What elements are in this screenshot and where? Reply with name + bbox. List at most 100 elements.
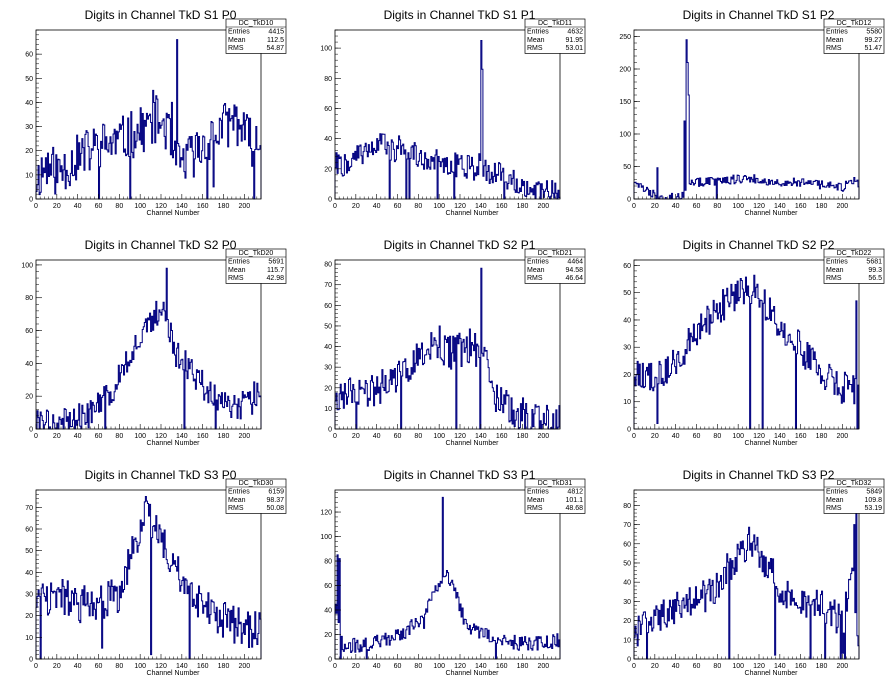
x-tick-label: 0: [333, 663, 337, 670]
y-tick-label: 100: [21, 262, 33, 269]
chart-title: Digits in Channel TkD S3 P0: [85, 468, 237, 482]
x-tick-label: 80: [115, 663, 123, 670]
stats-box-frame: [823, 478, 885, 514]
y-tick-label: 40: [25, 570, 33, 577]
x-tick-label: 200: [836, 663, 848, 670]
x-tick-label: 180: [218, 663, 230, 670]
stats-value: 5849: [866, 489, 882, 496]
x-tick-label: 40: [672, 433, 680, 440]
x-tick-label: 160: [496, 663, 508, 670]
y-tick-label: 0: [627, 427, 631, 434]
histogram-series: [633, 274, 860, 430]
x-tick-label: 0: [632, 433, 636, 440]
x-tick-label: 100: [134, 203, 146, 210]
stats-key: Mean: [826, 37, 844, 44]
y-tick-label: 60: [324, 303, 332, 310]
x-tick-label: 60: [394, 433, 402, 440]
x-tick-label: 180: [816, 203, 828, 210]
stats-box: DC_TkD20 Entries 5691 Mean 115.7 RMS 42.98: [225, 248, 287, 284]
y-tick-label: 50: [25, 548, 33, 555]
stats-key: Entries: [527, 489, 549, 496]
stats-key: Entries: [527, 29, 549, 36]
x-tick-label: 80: [414, 203, 422, 210]
y-tick-label: 70: [623, 522, 631, 529]
x-tick-label: 80: [713, 663, 721, 670]
stats-box-frame: [225, 248, 287, 284]
histogram-pad: Digits in Channel TkD S2 P0 0 20 40 60 80 100 1…: [0, 230, 298, 460]
x-tick-label: 100: [134, 433, 146, 440]
stats-value: 98.37: [266, 497, 284, 504]
y-tick-label: 20: [25, 148, 33, 155]
y-tick-label: 50: [25, 76, 33, 83]
y-tick-label: 60: [324, 583, 332, 590]
y-tick-label: 10: [324, 406, 332, 413]
x-tick-label: 140: [774, 433, 786, 440]
histogram-svg: Digits in Channel TkD S1 P1 0 20 40 60 80 100 1…: [320, 8, 586, 217]
x-tick-label: 200: [537, 433, 549, 440]
stats-name: DC_TkD30: [239, 480, 274, 487]
stats-value: 4632: [567, 29, 583, 36]
x-tick-label: 200: [836, 203, 848, 210]
histogram-series: [35, 39, 262, 200]
stats-value: 112.5: [267, 37, 284, 44]
stats-box: DC_TkD30 Entries 6159 Mean 98.37 RMS 50.08: [225, 478, 287, 514]
y-tick-label: 200: [619, 67, 631, 74]
stats-value: 54.87: [266, 45, 284, 52]
x-tick-label: 20: [651, 663, 659, 670]
y-tick-label: 30: [324, 365, 332, 372]
y-tick-label: 50: [324, 323, 332, 330]
x-tick-label: 160: [496, 203, 508, 210]
histogram-series: [334, 267, 561, 430]
x-tick-label: 140: [774, 203, 786, 210]
y-tick-label: 30: [25, 592, 33, 599]
x-tick-label: 120: [454, 433, 466, 440]
stats-value: 51.47: [864, 45, 882, 52]
x-axis-label: Channel Number: [446, 440, 500, 447]
x-tick-label: 0: [34, 203, 38, 210]
y-tick-label: 60: [623, 541, 631, 548]
stats-key: RMS: [826, 45, 842, 52]
stats-key: RMS: [228, 275, 244, 282]
stats-box: DC_TkD11 Entries 4632 Mean 91.95 RMS 53.01: [524, 18, 586, 54]
y-tick-label: 60: [25, 527, 33, 534]
histogram-pad: Digits in Channel TkD S3 P2 0 20 40 60 80 100 1…: [598, 460, 896, 690]
x-tick-label: 140: [774, 663, 786, 670]
chart-title: Digits in Channel TkD S1 P1: [384, 8, 536, 22]
stats-key: Mean: [228, 267, 246, 274]
x-tick-label: 80: [414, 663, 422, 670]
stats-box: DC_TkD12 Entries 5580 Mean 99.27 RMS 51.47: [823, 18, 885, 54]
histogram-svg: Digits in Channel TkD S3 P00 20 40 60 80 100 1…: [25, 468, 287, 677]
x-axis-label: Channel Number: [446, 670, 500, 677]
stats-key: Entries: [228, 259, 250, 266]
stats-box-frame: [225, 18, 287, 54]
x-tick-label: 160: [197, 663, 209, 670]
x-tick-label: 20: [53, 663, 61, 670]
stats-value: 5681: [866, 259, 882, 266]
chart-title: Digits in Channel TkD S3 P1: [384, 468, 536, 482]
stats-key: Mean: [826, 267, 844, 274]
stats-value: 48.68: [565, 505, 583, 512]
chart-title: Digits in Channel TkD S2 P1: [384, 238, 536, 252]
x-tick-label: 20: [352, 433, 360, 440]
x-tick-label: 0: [632, 663, 636, 670]
x-tick-label: 60: [95, 663, 103, 670]
histogram-svg: Digits in Channel TkD S3 P20 20 40 60 80 100 1…: [623, 468, 885, 677]
x-tick-label: 140: [176, 433, 188, 440]
histogram-svg: Digits in Channel TkD S2 P20 20 40 60 80 100 1…: [623, 238, 885, 447]
y-tick-label: 70: [25, 505, 33, 512]
histogram-pad: Digits in Channel TkD S3 P1 0 20 40 60 80 100 1…: [299, 460, 597, 690]
histogram-pad: Digits in Channel TkD S1 P0 0 20 40 60 80 100 1…: [0, 0, 298, 230]
y-tick-label: 50: [623, 164, 631, 171]
stats-box-frame: [524, 18, 586, 54]
stats-value: 42.98: [266, 275, 284, 282]
x-tick-label: 120: [454, 663, 466, 670]
y-tick-label: 60: [324, 106, 332, 113]
stats-key: Entries: [228, 29, 250, 36]
y-tick-label: 250: [619, 34, 631, 41]
y-tick-label: 60: [623, 263, 631, 270]
x-tick-label: 180: [517, 433, 529, 440]
y-tick-label: 40: [25, 100, 33, 107]
x-tick-label: 60: [95, 203, 103, 210]
x-tick-label: 0: [34, 433, 38, 440]
y-tick-label: 0: [627, 657, 631, 664]
